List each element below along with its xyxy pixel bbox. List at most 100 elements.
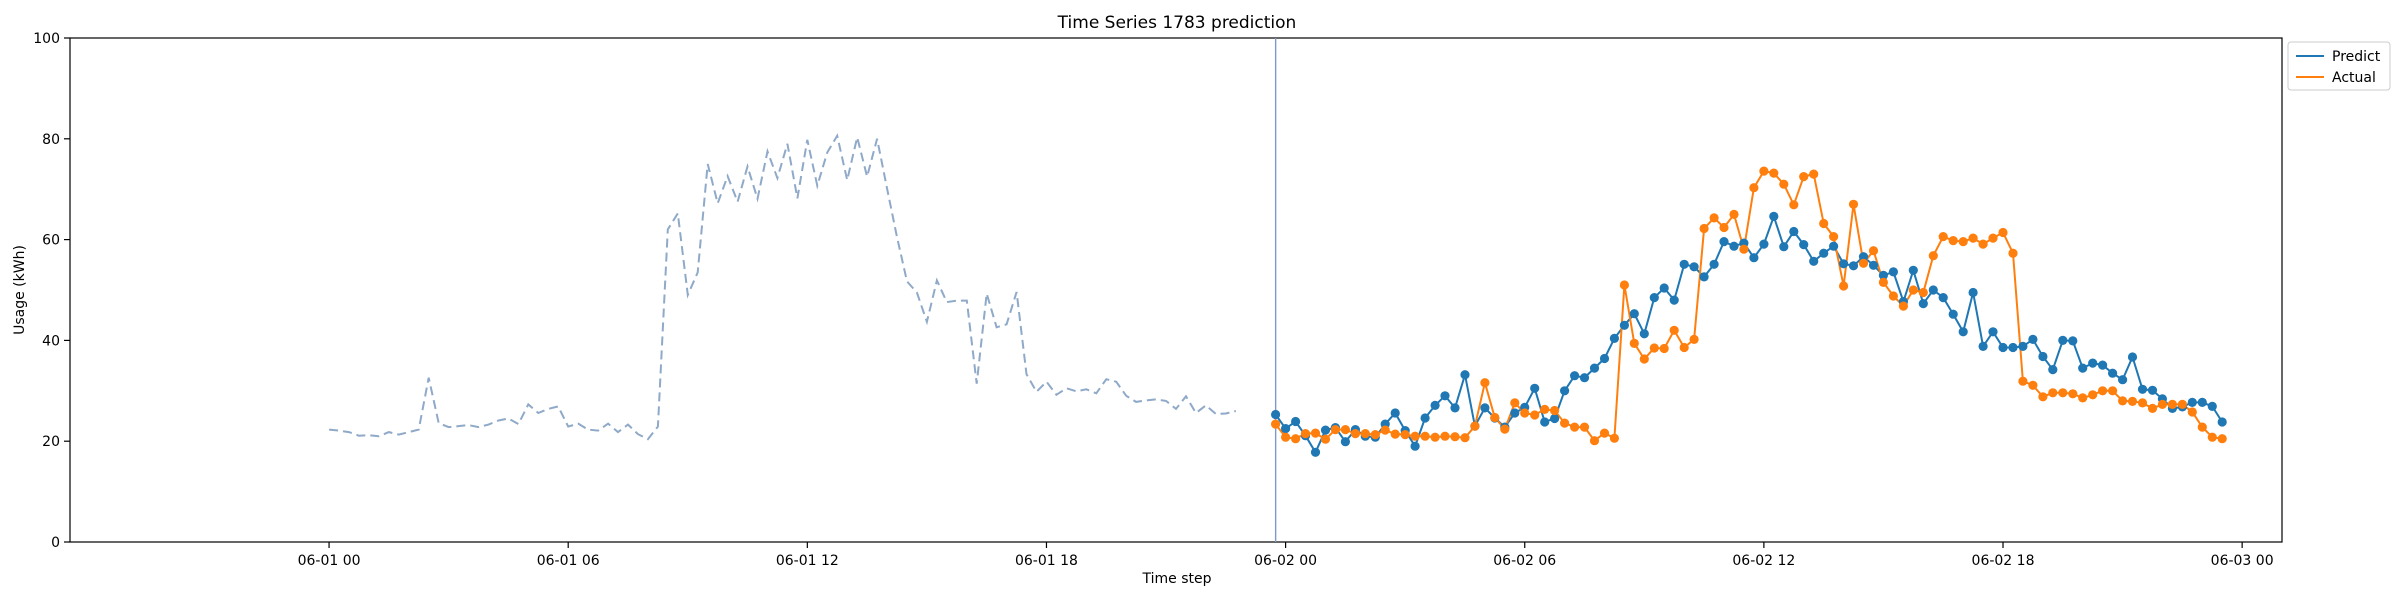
actual-point — [1699, 223, 1709, 234]
actual-point — [1669, 325, 1679, 335]
actual-point — [1370, 430, 1380, 440]
predict-series-line — [1274, 213, 2224, 455]
x-tick-label: 06-01 00 — [298, 553, 361, 569]
actual-point — [1570, 422, 1580, 432]
actual-point — [1918, 287, 1928, 298]
predict-point — [1978, 341, 1988, 351]
actual-point — [1878, 277, 1888, 287]
y-tick-label: 40 — [42, 333, 60, 349]
actual-point — [2088, 390, 2098, 400]
actual-point — [2078, 393, 2088, 403]
actual-point — [1420, 431, 1430, 441]
predict-point — [2137, 384, 2148, 394]
actual-point — [2207, 432, 2217, 442]
chart-title: Time Series 1783 prediction — [1057, 13, 1297, 33]
predict-point — [1649, 293, 1659, 303]
actual-point — [2028, 380, 2038, 390]
actual-point — [1310, 428, 1321, 438]
actual-point — [1490, 412, 1500, 423]
actual-point — [1649, 343, 1659, 353]
predict-point — [1968, 287, 1978, 298]
actual-point — [1400, 430, 1410, 440]
x-tick-label: 06-01 18 — [1015, 553, 1078, 569]
predict-point — [1998, 342, 2008, 353]
predict-point — [1878, 270, 1888, 280]
actual-point — [1430, 432, 1440, 442]
predict-point — [1659, 283, 1669, 293]
actual-point — [1360, 429, 1370, 439]
actual-point — [2157, 399, 2167, 409]
actual-point — [1739, 244, 1749, 254]
actual-point — [2137, 398, 2148, 408]
predict-point — [1679, 259, 1689, 269]
predict-point — [1749, 253, 1759, 263]
predict-point — [1789, 226, 1799, 237]
predict-point — [2048, 365, 2058, 375]
predict-point — [1271, 409, 1281, 420]
legend: Predict Actual — [2287, 41, 2391, 91]
actual-point — [1560, 418, 1570, 428]
actual-point — [2167, 399, 2177, 409]
actual-point — [1540, 404, 1550, 414]
predict-point — [1320, 425, 1331, 435]
actual-point — [1480, 378, 1490, 388]
predict-point — [2197, 397, 2207, 407]
plot-area — [69, 37, 2283, 543]
actual-point — [2038, 392, 2048, 402]
predict-point — [1868, 260, 1879, 270]
predict-point — [1769, 211, 1779, 221]
y-tick-label: 100 — [33, 31, 60, 47]
predict-point — [1599, 353, 1610, 364]
actual-point — [1928, 251, 1938, 261]
actual-point — [1639, 354, 1649, 364]
predict-point — [2078, 363, 2088, 373]
actual-point — [2147, 403, 2158, 413]
predict-point — [2127, 352, 2138, 362]
actual-point — [2048, 388, 2058, 398]
actual-point — [1629, 338, 1639, 348]
predict-point — [2058, 335, 2068, 345]
predict-point — [1579, 373, 1590, 383]
actual-point — [1799, 172, 1809, 182]
actual-point — [1829, 232, 1839, 242]
predict-point — [2098, 360, 2108, 370]
actual-point — [1948, 236, 1958, 246]
predict-point — [1639, 329, 1649, 339]
predict-point — [1908, 265, 1918, 275]
actual-point — [1320, 434, 1331, 444]
predict-point — [1480, 403, 1490, 413]
actual-point — [2018, 376, 2028, 386]
x-tick-label: 06-02 18 — [1972, 553, 2035, 569]
actual-point — [1589, 436, 1600, 446]
actual-point — [1330, 425, 1340, 435]
predict-point — [1799, 240, 1809, 250]
predict-point — [1450, 403, 1460, 413]
predict-point — [1510, 408, 1520, 418]
predict-point — [2207, 401, 2217, 411]
actual-point — [1271, 419, 1281, 429]
predict-point — [1390, 408, 1400, 418]
actual-point — [2127, 396, 2138, 406]
predict-point — [1829, 241, 1839, 251]
actual-point — [1819, 218, 1829, 229]
predict-point — [1928, 285, 1938, 295]
predict-point — [1530, 383, 1540, 393]
legend-predict-label: Predict — [2332, 49, 2381, 65]
predict-point — [1410, 441, 1420, 451]
predict-point — [1689, 262, 1699, 272]
predict-point — [1729, 241, 1739, 251]
predict-point — [1570, 371, 1580, 381]
predict-point — [2108, 368, 2118, 378]
y-tick-label: 80 — [42, 132, 60, 148]
history-series-line — [328, 133, 1237, 441]
predict-point — [1809, 256, 1819, 266]
actual-point — [1291, 434, 1301, 444]
actual-point — [1908, 285, 1918, 295]
actual-point — [1679, 342, 1689, 353]
actual-point — [1689, 334, 1699, 344]
predict-point — [1540, 417, 1550, 427]
y-axis: 0 20 40 60 80 100 — [33, 31, 70, 551]
predict-point — [1759, 239, 1769, 249]
actual-point — [1410, 431, 1420, 441]
